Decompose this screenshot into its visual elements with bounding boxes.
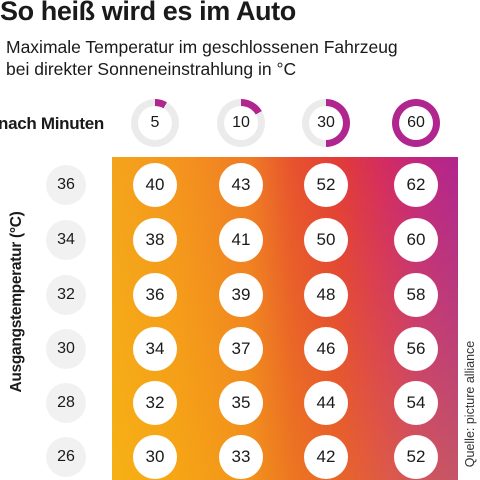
start-temp-30: 30 [46,329,86,369]
cell-30-30: 46 [304,327,348,371]
cell-30-10: 37 [219,327,263,371]
subtitle-line-2: bei direkter Sonneneinstrahlung in °C [6,59,297,79]
subtitle-line-1: Maximale Temperatur im geschlossenen Fah… [6,37,398,57]
cell-32-5: 36 [133,273,177,317]
x-axis-label: nach Minuten [0,114,104,133]
start-temp-36: 36 [46,165,86,205]
cell-28-30: 44 [304,381,348,425]
cell-26-60: 52 [394,435,438,479]
heat-grid-overlay [112,157,458,480]
start-temp-34: 34 [46,220,86,260]
cell-34-60: 60 [394,218,438,262]
minutes-value: 60 [399,106,433,140]
cell-28-60: 54 [394,381,438,425]
cell-32-30: 48 [304,273,348,317]
start-temp-32: 32 [46,275,86,315]
minutes-ring-5: 5 [131,99,179,147]
cell-26-5: 30 [133,435,177,479]
cell-30-60: 56 [394,327,438,371]
chart-title: So heiß wird es im Auto [0,0,296,26]
cell-34-5: 38 [133,218,177,262]
start-temp-28: 28 [46,383,86,423]
cell-32-10: 39 [219,273,263,317]
cell-26-10: 33 [219,435,263,479]
cell-28-10: 35 [219,381,263,425]
start-temp-26: 26 [46,437,86,477]
cell-26-30: 42 [304,435,348,479]
chart-subtitle: Maximale Temperatur im geschlossenen Fah… [6,36,398,80]
minutes-ring-30: 30 [302,99,350,147]
cell-34-30: 50 [304,218,348,262]
cell-30-5: 34 [133,327,177,371]
minutes-value: 10 [224,106,258,140]
cell-36-60: 62 [394,163,438,207]
minutes-ring-60: 60 [392,99,440,147]
cell-36-5: 40 [133,163,177,207]
cell-32-60: 58 [394,273,438,317]
cell-34-10: 41 [219,218,263,262]
y-axis-label: Ausgangstemperatur (°C) [8,211,25,393]
cell-36-10: 43 [219,163,263,207]
cell-28-5: 32 [133,381,177,425]
source-credit: Quelle: picture alliance [463,340,477,468]
minutes-value: 5 [138,106,172,140]
minutes-ring-10: 10 [217,99,265,147]
heat-grid [112,157,458,480]
cell-36-30: 52 [304,163,348,207]
minutes-value: 30 [309,106,343,140]
